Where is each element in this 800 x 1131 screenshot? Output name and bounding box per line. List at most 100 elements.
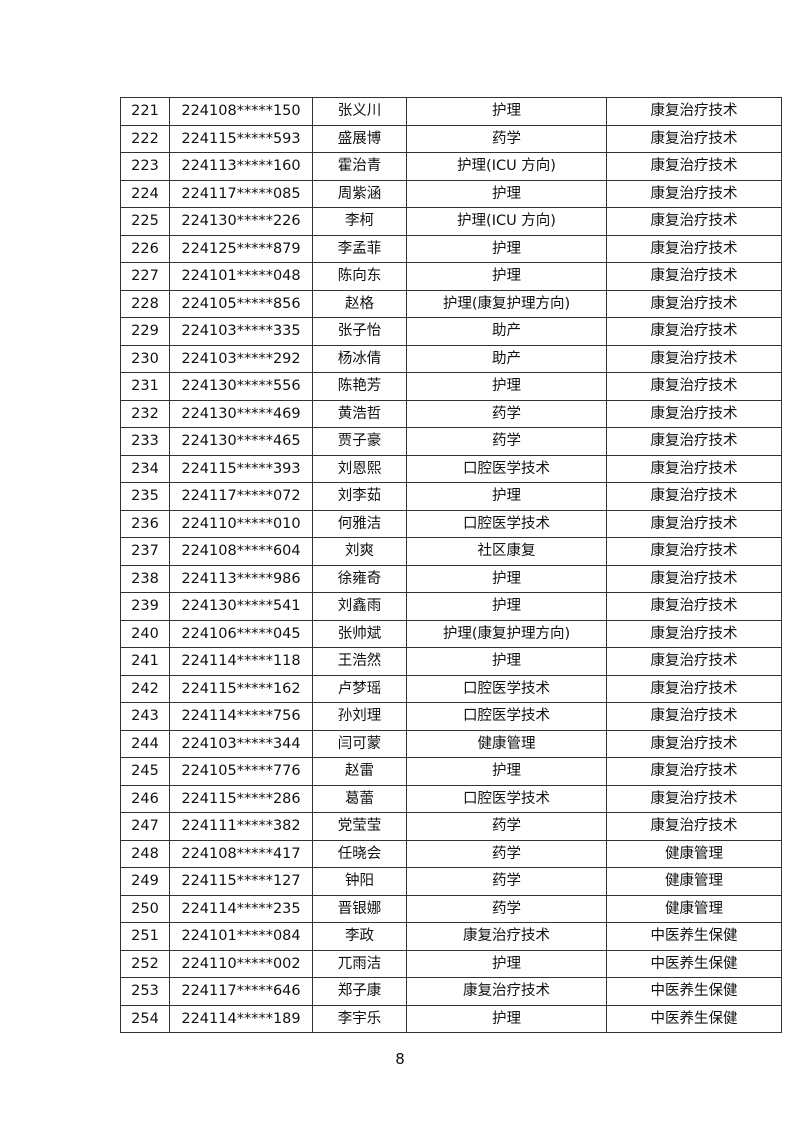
student-id-cell: 224105*****856 xyxy=(169,289,313,318)
row-number-cell: 226 xyxy=(120,234,170,263)
table-row: 244 224103*****344 闫可蒙 健康管理 康复治疗技术 xyxy=(120,729,782,758)
original-major-cell: 康复治疗技术 xyxy=(406,977,607,1006)
row-number-cell: 237 xyxy=(120,537,170,566)
student-name-cell: 杨冰倩 xyxy=(312,344,407,373)
row-number-cell: 229 xyxy=(120,317,170,346)
original-major-cell: 口腔医学技术 xyxy=(406,454,607,483)
table-row: 246 224115*****286 葛蕾 口腔医学技术 康复治疗技术 xyxy=(120,784,782,813)
row-number-cell: 247 xyxy=(120,812,170,841)
row-number-cell: 235 xyxy=(120,482,170,511)
table-row: 243 224114*****756 孙刘理 口腔医学技术 康复治疗技术 xyxy=(120,702,782,731)
row-number-cell: 223 xyxy=(120,152,170,181)
table-row: 225 224130*****226 李柯 护理(ICU 方向) 康复治疗技术 xyxy=(120,207,782,236)
student-id-cell: 224125*****879 xyxy=(169,234,313,263)
table-row: 254 224114*****189 李宇乐 护理 中医养生保健 xyxy=(120,1004,782,1033)
original-major-cell: 护理 xyxy=(406,97,607,126)
row-number-cell: 238 xyxy=(120,564,170,593)
original-major-cell: 药学 xyxy=(406,867,607,896)
student-name-cell: 党莹莹 xyxy=(312,812,407,841)
original-major-cell: 口腔医学技术 xyxy=(406,509,607,538)
original-major-cell: 护理 xyxy=(406,592,607,621)
target-major-cell: 中医养生保健 xyxy=(606,949,782,978)
target-major-cell: 健康管理 xyxy=(606,867,782,896)
student-name-cell: 刘李茹 xyxy=(312,482,407,511)
row-number-cell: 221 xyxy=(120,97,170,126)
table-row: 222 224115*****593 盛展博 药学 康复治疗技术 xyxy=(120,124,782,153)
target-major-cell: 中医养生保健 xyxy=(606,1004,782,1033)
student-id-cell: 224117*****085 xyxy=(169,179,313,208)
row-number-cell: 236 xyxy=(120,509,170,538)
student-id-cell: 224113*****986 xyxy=(169,564,313,593)
table-row: 224 224117*****085 周紫涵 护理 康复治疗技术 xyxy=(120,179,782,208)
student-id-cell: 224115*****127 xyxy=(169,867,313,896)
row-number-cell: 254 xyxy=(120,1004,170,1033)
student-id-cell: 224110*****010 xyxy=(169,509,313,538)
student-id-cell: 224105*****776 xyxy=(169,757,313,786)
target-major-cell: 中医养生保健 xyxy=(606,922,782,951)
student-name-cell: 黄浩哲 xyxy=(312,399,407,428)
student-name-cell: 刘爽 xyxy=(312,537,407,566)
table-row: 226 224125*****879 李孟菲 护理 康复治疗技术 xyxy=(120,234,782,263)
target-major-cell: 康复治疗技术 xyxy=(606,702,782,731)
student-table: 221 224108*****150 张义川 护理 康复治疗技术 222 224115***… xyxy=(120,97,782,1033)
student-id-cell: 224115*****393 xyxy=(169,454,313,483)
student-id-cell: 224106*****045 xyxy=(169,619,313,648)
student-name-cell: 盛展博 xyxy=(312,124,407,153)
student-name-cell: 张帅斌 xyxy=(312,619,407,648)
student-name-cell: 李柯 xyxy=(312,207,407,236)
original-major-cell: 护理 xyxy=(406,262,607,291)
student-name-cell: 李政 xyxy=(312,922,407,951)
row-number-cell: 224 xyxy=(120,179,170,208)
student-id-cell: 224115*****593 xyxy=(169,124,313,153)
table-row: 231 224130*****556 陈艳芳 护理 康复治疗技术 xyxy=(120,372,782,401)
row-number-cell: 227 xyxy=(120,262,170,291)
table-row: 249 224115*****127 钟阳 药学 健康管理 xyxy=(120,867,782,896)
student-id-cell: 224108*****604 xyxy=(169,537,313,566)
target-major-cell: 康复治疗技术 xyxy=(606,179,782,208)
student-id-cell: 224130*****465 xyxy=(169,427,313,456)
original-major-cell: 药学 xyxy=(406,124,607,153)
original-major-cell: 药学 xyxy=(406,812,607,841)
student-name-cell: 钟阳 xyxy=(312,867,407,896)
original-major-cell: 社区康复 xyxy=(406,537,607,566)
target-major-cell: 健康管理 xyxy=(606,839,782,868)
original-major-cell: 护理 xyxy=(406,564,607,593)
student-name-cell: 兀雨洁 xyxy=(312,949,407,978)
row-number-cell: 245 xyxy=(120,757,170,786)
student-id-cell: 224110*****002 xyxy=(169,949,313,978)
table-row: 251 224101*****084 李政 康复治疗技术 中医养生保健 xyxy=(120,922,782,951)
target-major-cell: 中医养生保健 xyxy=(606,977,782,1006)
row-number-cell: 232 xyxy=(120,399,170,428)
row-number-cell: 222 xyxy=(120,124,170,153)
original-major-cell: 健康管理 xyxy=(406,729,607,758)
table-row: 227 224101*****048 陈向东 护理 康复治疗技术 xyxy=(120,262,782,291)
row-number-cell: 253 xyxy=(120,977,170,1006)
row-number-cell: 252 xyxy=(120,949,170,978)
row-number-cell: 240 xyxy=(120,619,170,648)
student-name-cell: 李宇乐 xyxy=(312,1004,407,1033)
target-major-cell: 康复治疗技术 xyxy=(606,317,782,346)
student-name-cell: 孙刘理 xyxy=(312,702,407,731)
row-number-cell: 231 xyxy=(120,372,170,401)
original-major-cell: 护理(ICU 方向) xyxy=(406,152,607,181)
table-row: 229 224103*****335 张子怡 助产 康复治疗技术 xyxy=(120,317,782,346)
original-major-cell: 护理 xyxy=(406,234,607,263)
original-major-cell: 护理(康复护理方向) xyxy=(406,289,607,318)
student-id-cell: 224101*****048 xyxy=(169,262,313,291)
row-number-cell: 225 xyxy=(120,207,170,236)
target-major-cell: 康复治疗技术 xyxy=(606,289,782,318)
table-row: 234 224115*****393 刘恩熙 口腔医学技术 康复治疗技术 xyxy=(120,454,782,483)
original-major-cell: 护理 xyxy=(406,179,607,208)
student-name-cell: 王浩然 xyxy=(312,647,407,676)
student-name-cell: 晋银娜 xyxy=(312,894,407,923)
original-major-cell: 助产 xyxy=(406,344,607,373)
table-row: 223 224113*****160 霍治青 护理(ICU 方向) 康复治疗技术 xyxy=(120,152,782,181)
student-id-cell: 224114*****118 xyxy=(169,647,313,676)
table-row: 221 224108*****150 张义川 护理 康复治疗技术 xyxy=(120,97,782,126)
student-id-cell: 224103*****344 xyxy=(169,729,313,758)
student-id-cell: 224114*****756 xyxy=(169,702,313,731)
original-major-cell: 护理 xyxy=(406,1004,607,1033)
student-id-cell: 224108*****417 xyxy=(169,839,313,868)
student-name-cell: 卢梦瑶 xyxy=(312,674,407,703)
table-row: 236 224110*****010 何雅洁 口腔医学技术 康复治疗技术 xyxy=(120,509,782,538)
